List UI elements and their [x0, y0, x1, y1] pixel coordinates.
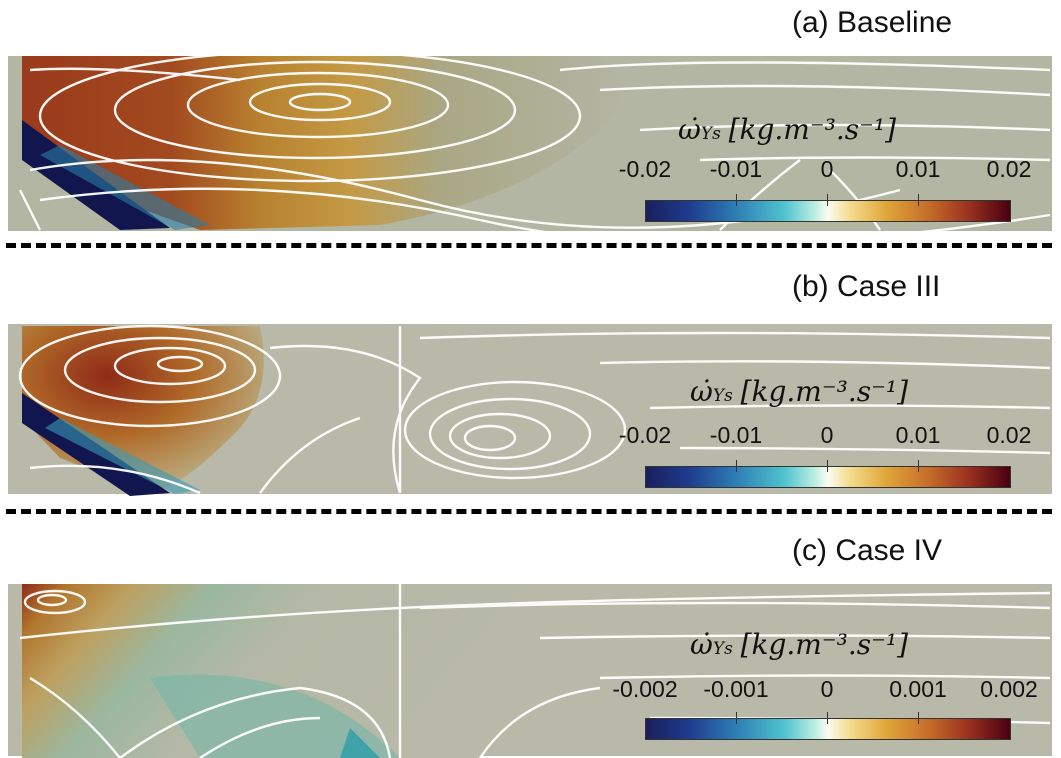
colorbar-a: [645, 200, 1011, 222]
colorbar-b-tick: -0.01: [709, 422, 763, 448]
colorbar-c-tick: -0.002: [612, 676, 678, 702]
colorbar-b-tickmark: [918, 460, 919, 472]
colorbar-c-tickmark: [827, 712, 828, 724]
panel-c-title: (c) Case IV: [792, 534, 943, 567]
colorbar-b-tick: 0.01: [895, 422, 941, 448]
divider-b-c: [6, 509, 1052, 514]
panel-a-field: [0, 50, 1061, 235]
colorbar-c-tick: -0.001: [703, 676, 769, 702]
panel-b-title: (b) Case III: [792, 270, 941, 303]
colorbar-a-tick: 0.02: [986, 156, 1032, 182]
colorbar-b-tick: 0.02: [986, 422, 1032, 448]
colorbar-a-tick: -0.02: [618, 156, 672, 182]
colorbar-a-tick: 0: [820, 156, 834, 182]
colorbar-a-tickmark: [736, 194, 737, 206]
colorbar-b-tick: 0: [820, 422, 834, 448]
colorbar-c-tickmark: [918, 712, 919, 724]
colorbar-b-tick: -0.02: [618, 422, 672, 448]
colorbar-a-tickmark: [918, 194, 919, 206]
colorbar-a-tick: -0.01: [709, 156, 763, 182]
colorbar-c-label: ω̇Ys [kg.m⁻³.s⁻¹]: [690, 628, 909, 661]
panel-b-field: [0, 318, 1061, 498]
colorbar-c-tick: 0.002: [980, 676, 1038, 702]
colorbar-c: [645, 718, 1011, 740]
colorbar-b: [645, 466, 1011, 488]
colorbar-c-tick: 0: [820, 676, 834, 702]
colorbar-c-tick: 0.001: [889, 676, 947, 702]
colorbar-a-tick: 0.01: [895, 156, 941, 182]
colorbar-a-tickmark: [827, 194, 828, 206]
colorbar-b-tickmark: [736, 460, 737, 472]
panel-a-title: (a) Baseline: [792, 6, 953, 39]
divider-a-b: [6, 243, 1052, 248]
colorbar-a-label: ω̇Ys [kg.m⁻³.s⁻¹]: [678, 113, 897, 146]
colorbar-c-tickmark: [736, 712, 737, 724]
colorbar-b-tickmark: [827, 460, 828, 472]
colorbar-b-label: ω̇Ys [kg.m⁻³.s⁻¹]: [690, 375, 909, 408]
